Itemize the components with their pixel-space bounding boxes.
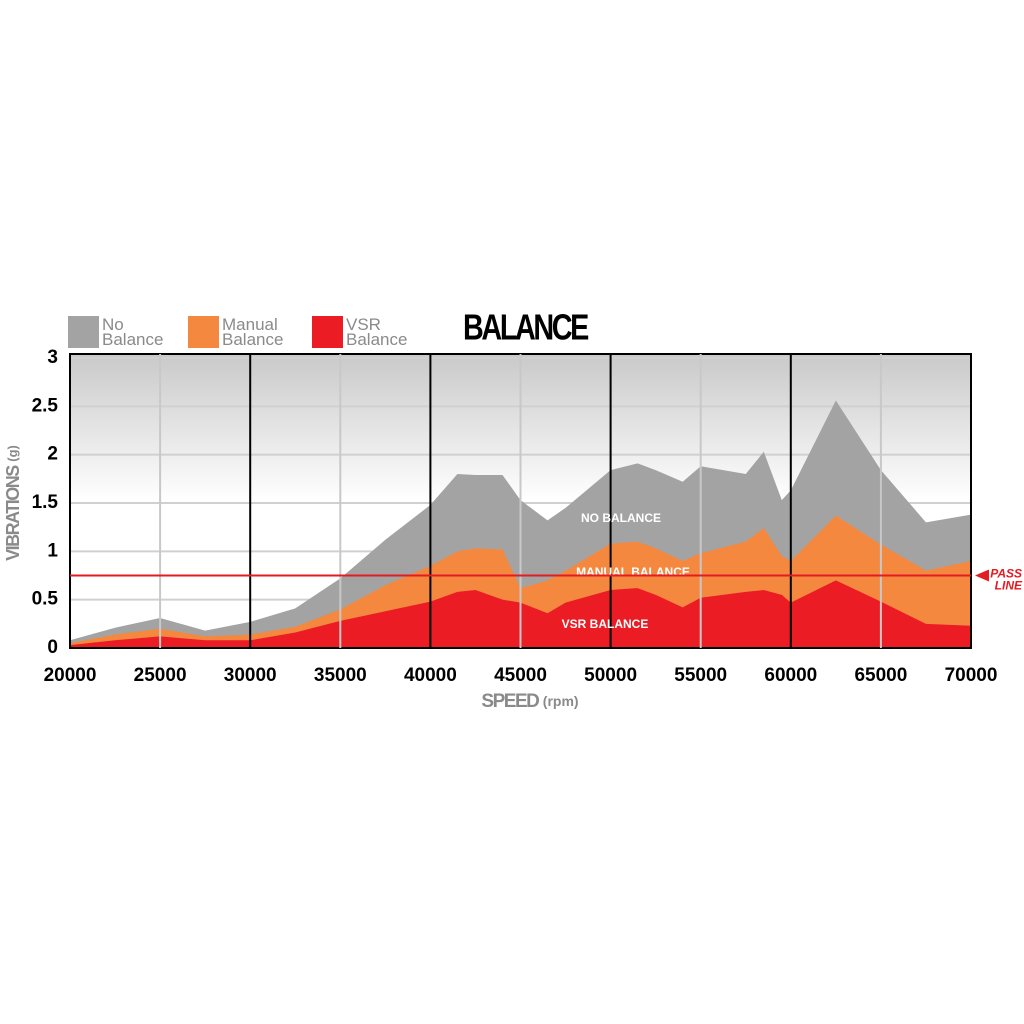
legend-item: No Balance	[68, 316, 174, 348]
y-tick-label: 0	[47, 637, 58, 658]
x-tick-label: 70000	[945, 665, 998, 686]
x-tick-label: 50000	[584, 665, 637, 686]
x-tick-label: 40000	[404, 665, 457, 686]
pass-line-label: PASS	[990, 567, 1022, 581]
x-tick-label: 60000	[764, 665, 817, 686]
legend-swatch	[68, 316, 99, 348]
x-tick-label: 55000	[674, 665, 727, 686]
x-tick-label: 65000	[854, 665, 907, 686]
legend-label: No Balance	[102, 315, 164, 349]
legend-swatch	[188, 316, 219, 348]
x-tick-label: 35000	[314, 665, 367, 686]
y-tick-label: 1.5	[32, 492, 59, 513]
y-label: VIBRATIONS	[3, 465, 23, 561]
pass-arrow	[975, 569, 989, 582]
y-unit: (g)	[5, 445, 20, 462]
y-tick-label: 2.5	[32, 395, 59, 416]
y-tick-label: 3	[47, 347, 58, 368]
legend-swatch	[312, 316, 343, 348]
x-axis-label: SPEED (rpm)	[481, 691, 578, 712]
area-label: MANUAL BALANCE	[576, 565, 690, 579]
chart-title: BALANCE	[463, 306, 589, 347]
y-tick-label: 1	[47, 540, 58, 561]
pass-line-label: LINE	[995, 579, 1023, 593]
x-label: SPEED	[481, 691, 539, 712]
legend-label: Manual Balance	[222, 315, 284, 349]
x-tick-label: 45000	[494, 665, 547, 686]
area-label: VSR BALANCE	[562, 617, 649, 631]
x-tick-label: 30000	[224, 665, 277, 686]
area-label: NO BALANCE	[581, 511, 661, 525]
legend-label: VSR Balance	[346, 315, 408, 349]
y-tick-label: 0.5	[32, 589, 59, 610]
y-axis-label: VIBRATIONS (g)	[3, 445, 23, 561]
x-tick-label: 25000	[134, 665, 187, 686]
legend-item: Manual Balance	[188, 316, 294, 348]
x-tick-label: 20000	[44, 665, 97, 686]
legend-item: VSR Balance	[312, 316, 418, 348]
y-tick-label: 2	[47, 444, 58, 465]
x-unit: (rpm)	[543, 693, 579, 709]
